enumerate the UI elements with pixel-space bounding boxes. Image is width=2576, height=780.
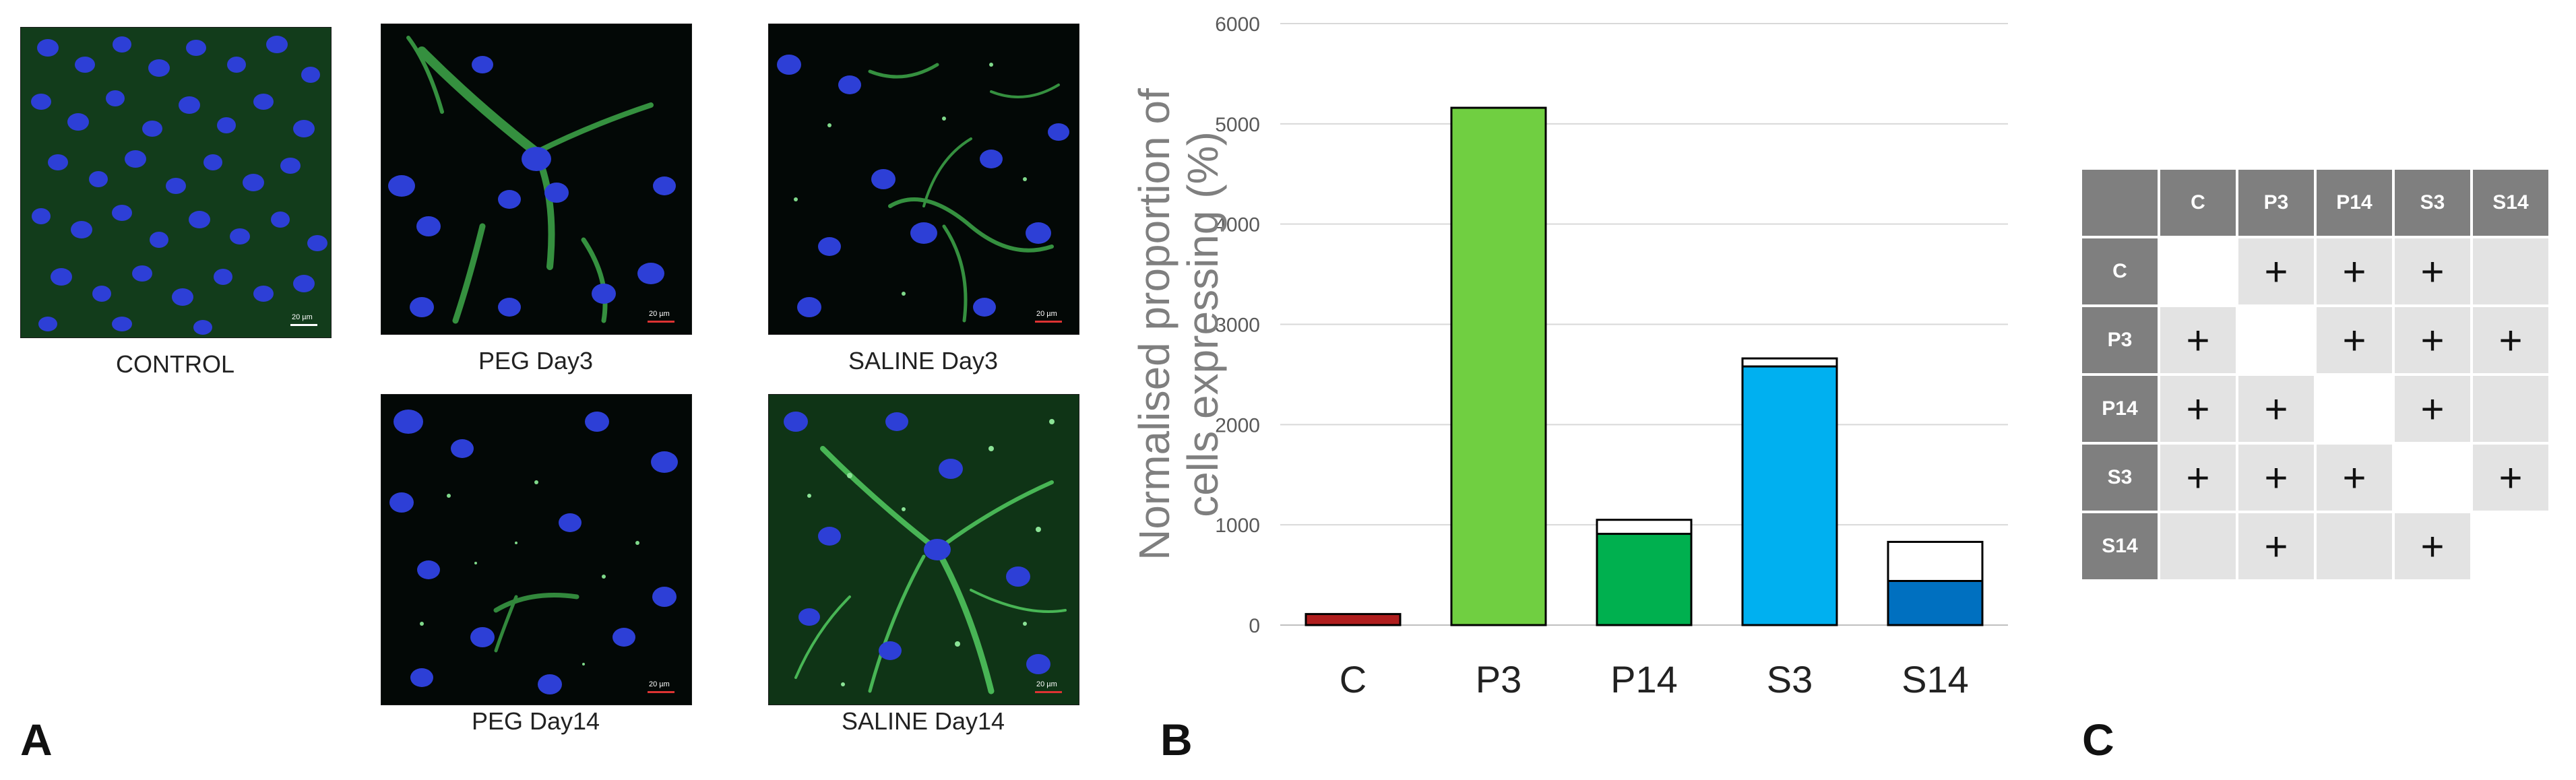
y-tick-label: 4000 bbox=[1215, 214, 1260, 236]
y-axis-label: Normalised proportion ofcells expressing… bbox=[1132, 88, 1227, 560]
matrix-row-header: S3 bbox=[2082, 445, 2158, 511]
y-tick-label: 2000 bbox=[1215, 414, 1260, 436]
matrix-cell: + bbox=[2395, 513, 2470, 579]
matrix-cell bbox=[2317, 513, 2392, 579]
scale-bar-label: 20 µm bbox=[292, 313, 313, 321]
y-tick-label: 1000 bbox=[1215, 515, 1260, 537]
error-segment bbox=[1887, 540, 1984, 583]
micrograph-control-image bbox=[21, 28, 331, 337]
gridlines bbox=[1280, 23, 2008, 626]
matrix-col-header: S3 bbox=[2395, 170, 2470, 236]
matrix-cell bbox=[2473, 376, 2548, 442]
caption-peg-day14: PEG Day14 bbox=[471, 707, 600, 735]
matrix-cell: + bbox=[2317, 307, 2392, 373]
matrix-cell: + bbox=[2160, 445, 2236, 511]
bar bbox=[1450, 106, 1547, 626]
matrix-cell: + bbox=[2160, 376, 2236, 442]
bars bbox=[1305, 106, 1984, 626]
matrix-cell: + bbox=[2238, 513, 2314, 579]
matrix-cell bbox=[2238, 307, 2314, 373]
error-segment bbox=[1741, 357, 1838, 368]
matrix-cell: + bbox=[2238, 445, 2314, 511]
bar bbox=[1741, 365, 1838, 626]
matrix-cell bbox=[2473, 513, 2548, 579]
micrograph-peg-day14-image bbox=[381, 395, 691, 705]
matrix-cell: + bbox=[2395, 238, 2470, 304]
y-tick-label: 6000 bbox=[1215, 13, 1260, 36]
x-tick-label: S14 bbox=[1902, 658, 1969, 701]
matrix-row-header: P14 bbox=[2082, 376, 2158, 442]
matrix-corner bbox=[2082, 170, 2158, 236]
error-segment bbox=[1596, 519, 1693, 535]
scale-bar-label: 20 µm bbox=[649, 680, 670, 688]
bar bbox=[1887, 580, 1984, 626]
matrix-cell: + bbox=[2395, 307, 2470, 373]
caption-saline-day3: SALINE Day3 bbox=[848, 347, 999, 375]
matrix-cell bbox=[2395, 445, 2470, 511]
y-tick-label: 0 bbox=[1249, 615, 1260, 637]
micrograph-saline-day14: 20 µm bbox=[768, 394, 1079, 705]
x-tick-label: S3 bbox=[1767, 658, 1813, 701]
micrograph-peg-day3-image bbox=[381, 24, 691, 334]
scale-bar-label: 20 µm bbox=[649, 310, 670, 318]
bar bbox=[1305, 613, 1402, 626]
matrix-cell bbox=[2160, 513, 2236, 579]
matrix-cell bbox=[2473, 238, 2548, 304]
panel-label-b: B bbox=[1160, 715, 1193, 765]
bar-chart: 0 1000 2000 3000 4000 5000 6000 C P3 P14 S3 S14 No… bbox=[1132, 13, 2008, 701]
micrograph-saline-day14-image bbox=[769, 395, 1079, 705]
x-tick-label: P3 bbox=[1476, 658, 1522, 701]
micrograph-saline-day3: 20 µm bbox=[768, 24, 1079, 335]
matrix-col-header: P3 bbox=[2238, 170, 2314, 236]
matrix-col-header: P14 bbox=[2317, 170, 2392, 236]
matrix-col-header: S14 bbox=[2473, 170, 2548, 236]
matrix-cell: + bbox=[2317, 238, 2392, 304]
matrix-cell: + bbox=[2317, 445, 2392, 511]
caption-peg-day3: PEG Day3 bbox=[478, 347, 594, 375]
x-tick-labels: C P3 P14 S3 S14 bbox=[1340, 658, 1969, 701]
matrix-row-header: C bbox=[2082, 238, 2158, 304]
scale-bar-label: 20 µm bbox=[1036, 310, 1057, 318]
micrograph-peg-day14: 20 µm bbox=[381, 394, 692, 705]
panel-label-c: C bbox=[2082, 715, 2114, 765]
micrograph-control: 20 µm bbox=[20, 27, 332, 338]
matrix-cell bbox=[2317, 376, 2392, 442]
y-tick-label: 3000 bbox=[1215, 315, 1260, 337]
micrograph-saline-day3-image bbox=[769, 24, 1079, 334]
matrix-cell: + bbox=[2473, 307, 2548, 373]
x-tick-label: C bbox=[1340, 658, 1366, 701]
matrix-cell: + bbox=[2160, 307, 2236, 373]
matrix-row-header: P3 bbox=[2082, 307, 2158, 373]
y-tick-label: 5000 bbox=[1215, 114, 1260, 136]
matrix-row-header: S14 bbox=[2082, 513, 2158, 579]
bar bbox=[1596, 533, 1693, 626]
matrix-cell: + bbox=[2238, 376, 2314, 442]
x-tick-label: P14 bbox=[1610, 658, 1678, 701]
scale-bar-label: 20 µm bbox=[1036, 680, 1057, 688]
panel-label-a: A bbox=[20, 715, 53, 765]
matrix-cell: + bbox=[2473, 445, 2548, 511]
micrograph-peg-day3: 20 µm bbox=[381, 24, 692, 335]
caption-saline-day14: SALINE Day14 bbox=[841, 707, 1005, 735]
caption-control: CONTROL bbox=[115, 350, 234, 378]
matrix-cell: + bbox=[2395, 376, 2470, 442]
matrix-col-header: C bbox=[2160, 170, 2236, 236]
matrix-cell bbox=[2160, 238, 2236, 304]
y-tick-labels: 0 1000 2000 3000 4000 5000 6000 bbox=[1215, 13, 1260, 637]
matrix-cell: + bbox=[2238, 238, 2314, 304]
